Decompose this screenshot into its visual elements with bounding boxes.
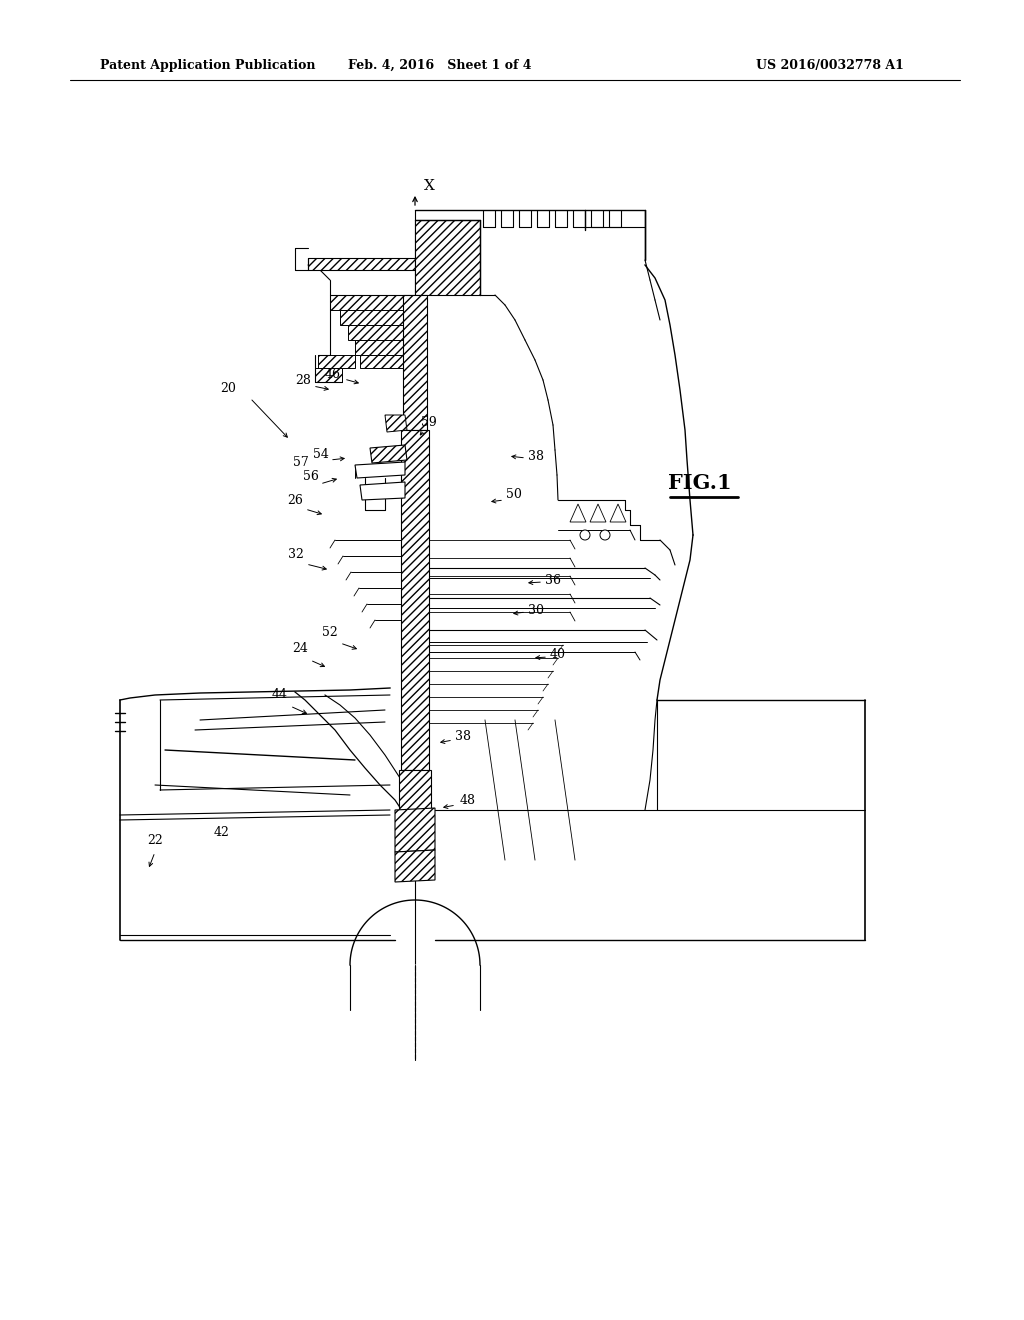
Text: FIG.1: FIG.1: [669, 473, 732, 492]
Text: 56: 56: [303, 470, 318, 483]
Polygon shape: [610, 504, 626, 521]
Text: 57: 57: [293, 455, 309, 469]
Polygon shape: [340, 310, 415, 325]
Text: 40: 40: [550, 648, 566, 661]
Polygon shape: [370, 445, 407, 463]
Polygon shape: [315, 368, 342, 381]
Circle shape: [600, 531, 610, 540]
Text: 52: 52: [323, 626, 338, 639]
Polygon shape: [401, 430, 429, 770]
Polygon shape: [399, 770, 431, 870]
Text: 48: 48: [460, 793, 476, 807]
Polygon shape: [360, 355, 415, 368]
Text: 50: 50: [506, 488, 522, 502]
Text: 54: 54: [313, 449, 329, 462]
Polygon shape: [395, 808, 435, 851]
Polygon shape: [355, 462, 406, 478]
Text: 38: 38: [455, 730, 471, 743]
Text: 20: 20: [220, 381, 236, 395]
Text: Feb. 4, 2016   Sheet 1 of 4: Feb. 4, 2016 Sheet 1 of 4: [348, 58, 531, 71]
Text: 28: 28: [295, 374, 311, 387]
Text: X: X: [424, 180, 434, 193]
Polygon shape: [395, 850, 435, 882]
Text: 44: 44: [272, 689, 288, 701]
Polygon shape: [403, 294, 427, 430]
Polygon shape: [590, 504, 606, 521]
Text: 24: 24: [292, 642, 308, 655]
Text: 22: 22: [147, 833, 163, 846]
Polygon shape: [348, 325, 415, 341]
Text: 36: 36: [545, 573, 561, 586]
Polygon shape: [330, 294, 415, 310]
Text: US 2016/0032778 A1: US 2016/0032778 A1: [756, 58, 904, 71]
Text: 30: 30: [528, 603, 544, 616]
Text: 59: 59: [421, 416, 437, 429]
Text: 38: 38: [528, 450, 544, 463]
Circle shape: [580, 531, 590, 540]
Polygon shape: [355, 341, 415, 355]
Text: 32: 32: [288, 549, 304, 561]
Text: 42: 42: [214, 825, 230, 838]
Polygon shape: [570, 504, 586, 521]
Text: 46: 46: [325, 367, 341, 380]
Polygon shape: [415, 220, 480, 294]
Text: 26: 26: [287, 494, 303, 507]
Polygon shape: [308, 257, 415, 271]
Text: Patent Application Publication: Patent Application Publication: [100, 58, 315, 71]
Polygon shape: [360, 482, 406, 500]
Polygon shape: [385, 414, 407, 432]
Polygon shape: [318, 355, 355, 368]
